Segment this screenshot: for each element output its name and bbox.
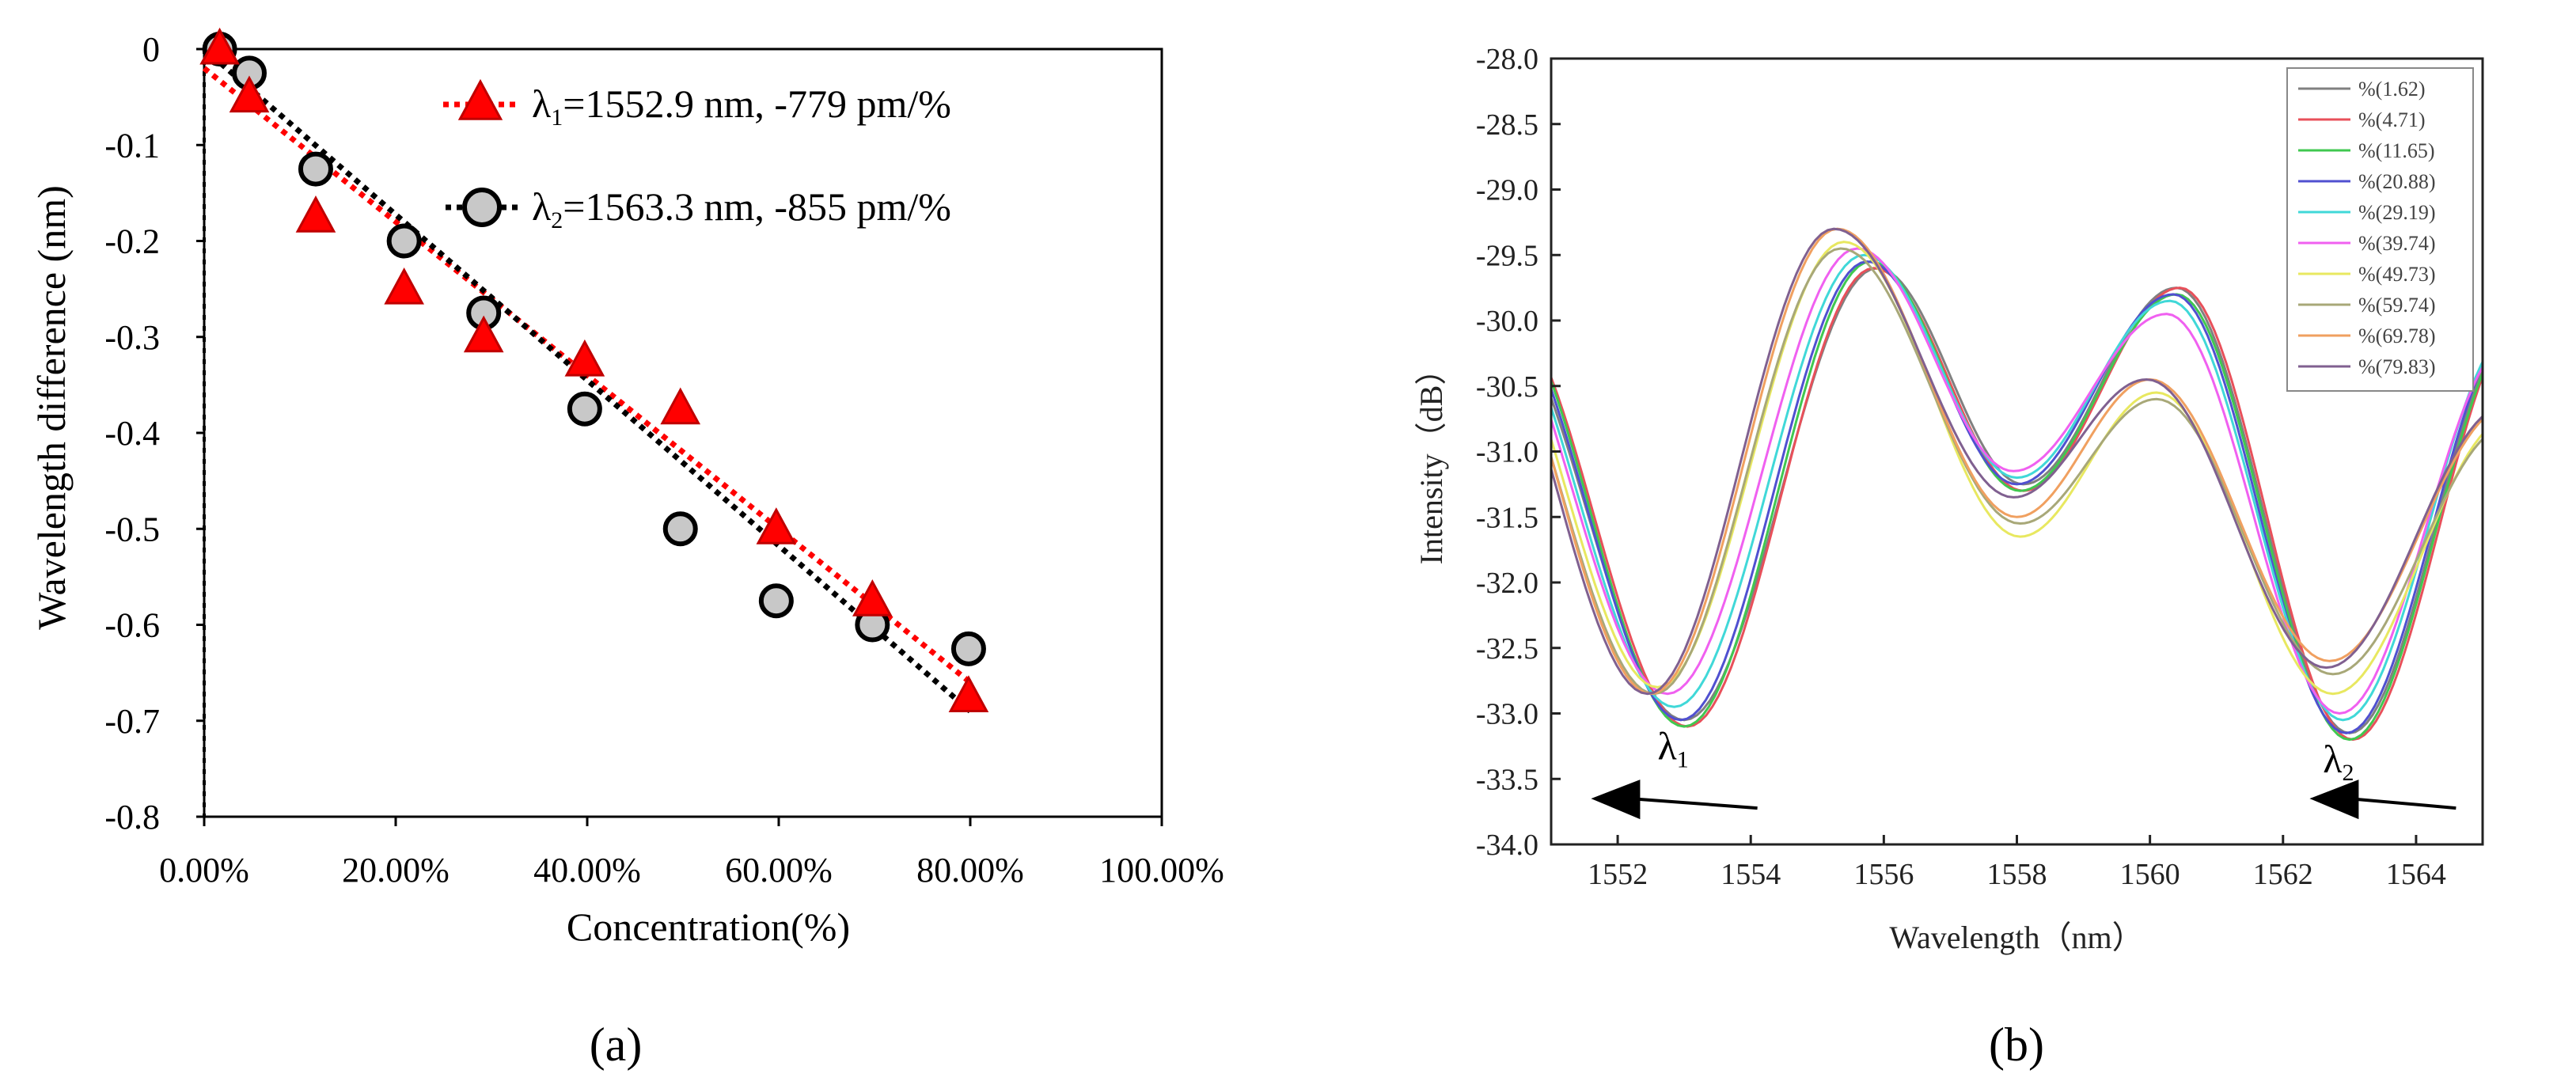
panel-b-arrow-head-1 — [1591, 780, 1641, 820]
panel-b-y-tick-label: -33.0 — [1476, 698, 1538, 731]
panel-b-lambda-1-label: λ1 — [1658, 723, 1689, 772]
panel-b-y-tick-label: -29.0 — [1476, 174, 1538, 207]
panel-b-x-tick-label: 1552 — [1588, 858, 1648, 891]
panel-a-circle-point — [950, 631, 986, 666]
panel-a-scatter-chart: 0 -0.1 -0.2 -0.3 -0.4 -0.5 -0.6 -0.7 -0.8 0.00% 20… — [29, 27, 1224, 1071]
panel-a-y-tick-label: 0 — [142, 30, 160, 69]
panel-b-y-tick-label: -31.5 — [1476, 501, 1538, 534]
panel-a-legend-label-1: λ1=1552.9 nm, -779 pm/% — [532, 82, 951, 131]
panel-b-legend-label: %(39.74) — [2358, 232, 2435, 255]
panel-b-axes — [1550, 57, 2484, 846]
panel-a-y-tick-label: -0.2 — [104, 222, 160, 261]
panel-b-y-tick-label: -28.5 — [1476, 108, 1538, 142]
panel-b-spectral-curves — [1551, 227, 2483, 742]
panel-b-y-tick-label: -30.0 — [1476, 305, 1538, 338]
panel-b-y-tick-label: -31.0 — [1476, 436, 1538, 469]
panel-b-curve-3 — [1551, 260, 2483, 742]
panel-a-y-tick-label: -0.4 — [104, 414, 160, 453]
panel-b-legend-label: %(4.71) — [2358, 108, 2425, 131]
panel-b-y-tick-label: -33.5 — [1476, 763, 1538, 796]
panel-a-y-tick-label: -0.6 — [104, 606, 160, 645]
panel-b-y-tick-label: -29.5 — [1476, 239, 1538, 272]
panel-a-y-tick-label: -0.5 — [104, 510, 160, 548]
panel-b-legend-label: %(20.88) — [2358, 170, 2435, 193]
panel-a-trend-line-2 — [202, 47, 973, 714]
panel-a-legend-triangle — [457, 78, 503, 120]
panel-a-label: (a) — [590, 1019, 643, 1071]
panel-b-y-axis-title: Intensity（dB） — [1413, 354, 1449, 565]
panel-a-x-tick-label: 60.00% — [725, 851, 833, 890]
panel-b-curve-10 — [1551, 227, 2483, 696]
panel-a-triangle-point — [660, 387, 701, 425]
panel-a-x-tick-label: 100.00% — [1099, 851, 1224, 890]
panel-a-triangle-point — [463, 315, 504, 353]
panel-a-triangle-point — [948, 675, 989, 712]
panel-b-annotations: λ1 λ2 — [1591, 723, 2456, 820]
panel-b-y-tick-label: -32.5 — [1476, 632, 1538, 666]
panel-b-legend-label: %(29.19) — [2358, 201, 2435, 224]
panel-a-plot-frame — [203, 47, 1163, 818]
panel-a-data-marks — [199, 27, 989, 712]
panel-b-arrow-head-2 — [2309, 780, 2359, 820]
panel-a-tick-labels: 0 -0.1 -0.2 -0.3 -0.4 -0.5 -0.6 -0.7 -0.8 0.00% 20… — [104, 30, 1224, 890]
panel-a-x-tick-label: 0.00% — [159, 851, 249, 890]
panel-a-axes — [196, 47, 1163, 826]
panel-a-y-tick-label: -0.7 — [104, 702, 160, 741]
panel-b-legend: %(1.62) %(4.71) %(11.65) %(20.88) %(29.19) %(… — [2286, 67, 2474, 392]
panel-b-x-tick-label: 1554 — [1720, 858, 1781, 891]
panel-a-x-tick-label: 40.00% — [533, 851, 641, 890]
panel-b-line-chart: -28.0 -28.5 -29.0 -29.5 -30.0 -30.5 -31.0 -31.5… — [1413, 43, 2484, 1071]
panel-a-triangle-point — [564, 339, 605, 377]
panel-a-y-axis-title: Wavelength difference (nm) — [29, 185, 74, 629]
panel-b-legend-label: %(59.74) — [2358, 294, 2435, 317]
panel-b-x-axis-title: Wavelength（nm） — [1889, 920, 2143, 955]
panel-b-y-tick-label: -32.0 — [1476, 567, 1538, 600]
panel-a-x-tick-label: 80.00% — [916, 851, 1024, 890]
panel-b-arrow-shaft-1 — [1630, 797, 1758, 810]
panel-a-legend-label-2: λ2=1563.3 nm, -855 pm/% — [532, 184, 951, 233]
panel-b-arrow-shaft-2 — [2349, 797, 2456, 810]
panel-a-triangle-point — [199, 27, 240, 65]
panel-b-label: (b) — [1989, 1019, 2044, 1071]
panel-b-x-tick-label: 1562 — [2253, 858, 2313, 891]
panel-b-y-tick-label: -34.0 — [1476, 829, 1538, 862]
panel-b-legend-label: %(69.78) — [2358, 324, 2435, 347]
panel-a-circle-point — [758, 583, 794, 619]
panel-b-x-tick-label: 1560 — [2120, 858, 2180, 891]
panel-a-x-axis-title: Concentration(%) — [567, 905, 850, 949]
panel-b-legend-label: %(79.83) — [2358, 355, 2435, 378]
panel-b-curve-7 — [1551, 241, 2483, 696]
panel-a-circle-point — [386, 223, 422, 259]
panel-a-triangle-point — [756, 507, 797, 544]
panel-b-y-tick-label: -30.5 — [1476, 370, 1538, 404]
panel-a-circle-point — [567, 391, 602, 427]
panel-a-y-tick-label: -0.3 — [104, 318, 160, 357]
panel-a-circle-point — [298, 151, 333, 187]
panel-b-x-tick-label: 1556 — [1853, 858, 1914, 891]
panel-b-legend-label: %(11.65) — [2358, 139, 2435, 162]
panel-a-legend: λ1=1552.9 nm, -779 pm/% λ2=1563.3 nm, -85… — [443, 78, 951, 233]
panel-b-curve-4 — [1551, 260, 2483, 734]
panel-a-triangle-point — [295, 195, 336, 233]
panel-a-x-tick-label: 20.00% — [342, 851, 450, 890]
panel-a-circle-point — [662, 511, 698, 547]
panel-a-triangle-point — [229, 75, 270, 113]
panel-b-tick-labels: -28.0 -28.5 -29.0 -29.5 -30.0 -30.5 -31.0 -31.5… — [1476, 43, 2446, 891]
panel-a-triangle-point — [384, 267, 424, 305]
panel-b-y-tick-label: -28.0 — [1476, 43, 1538, 76]
panel-b-x-tick-label: 1558 — [1987, 858, 2047, 891]
panel-a-y-tick-label: -0.1 — [104, 126, 160, 165]
panel-b-legend-box — [2286, 67, 2474, 392]
panel-b-lambda-2-label: λ2 — [2323, 737, 2354, 786]
panel-b-curve-6 — [1551, 247, 2483, 715]
panel-b-legend-label: %(1.62) — [2358, 78, 2425, 101]
panel-a-y-tick-label: -0.8 — [104, 798, 160, 837]
panel-a-triangle-point — [852, 579, 893, 616]
panel-b-curve-5 — [1551, 253, 2483, 722]
panel-b-legend-label: %(49.73) — [2358, 263, 2435, 286]
panel-a-legend-circle — [462, 188, 502, 227]
panel-b-x-tick-label: 1564 — [2386, 858, 2446, 891]
